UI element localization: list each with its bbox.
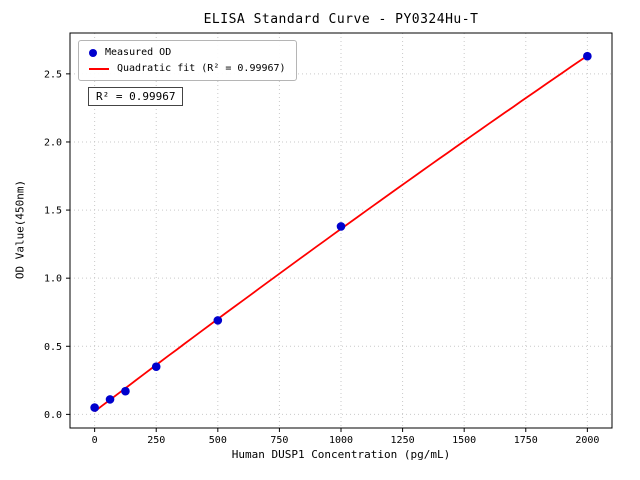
y-tick-label: 0.5	[44, 342, 62, 353]
y-axis-label: OD Value(450nm)	[13, 179, 27, 280]
legend: Measured OD Quadratic fit (R² = 0.99967)	[78, 40, 297, 81]
y-tick-label: 1.5	[44, 206, 62, 217]
r-squared-annotation: R² = 0.99967	[88, 87, 184, 106]
y-tick-label: 1.0	[44, 274, 62, 285]
x-tick-label: 1250	[391, 435, 415, 446]
measured-od-point	[121, 386, 130, 396]
x-tick-label: 1000	[329, 435, 353, 446]
measured-od-point	[213, 316, 223, 325]
chart-title: ELISA Standard Curve - PY0324Hu-T	[203, 12, 479, 27]
x-tick-label: 250	[147, 435, 165, 446]
x-tick-label: 750	[270, 435, 288, 446]
x-tick-label: 500	[209, 435, 227, 446]
legend-item-quadratic-fit: Quadratic fit (R² = 0.99967)	[89, 63, 286, 74]
x-tick-label: 0	[92, 435, 98, 446]
x-axis-label: Human DUSP1 Concentration (pg/mL)	[231, 448, 451, 461]
x-tick-label: 1750	[514, 435, 538, 446]
measured-od-point	[583, 51, 592, 61]
measured-od-point	[90, 403, 99, 412]
line-marker-icon	[89, 67, 109, 70]
measured-od-point	[105, 395, 115, 404]
y-tick-label: 2.0	[44, 137, 62, 148]
measured-od-point	[151, 362, 161, 372]
legend-label-quadratic-fit: Quadratic fit (R² = 0.99967)	[117, 63, 286, 74]
x-tick-label: 1500	[452, 435, 476, 446]
y-tick-label: 2.5	[44, 69, 62, 80]
legend-label-measured-od: Measured OD	[105, 47, 172, 58]
x-tick-label: 2000	[575, 435, 599, 446]
legend-item-measured-od: Measured OD	[89, 47, 286, 58]
measured-od-point	[336, 222, 346, 231]
scatter-marker-icon	[89, 48, 97, 57]
y-tick-label: 0.0	[44, 410, 62, 421]
